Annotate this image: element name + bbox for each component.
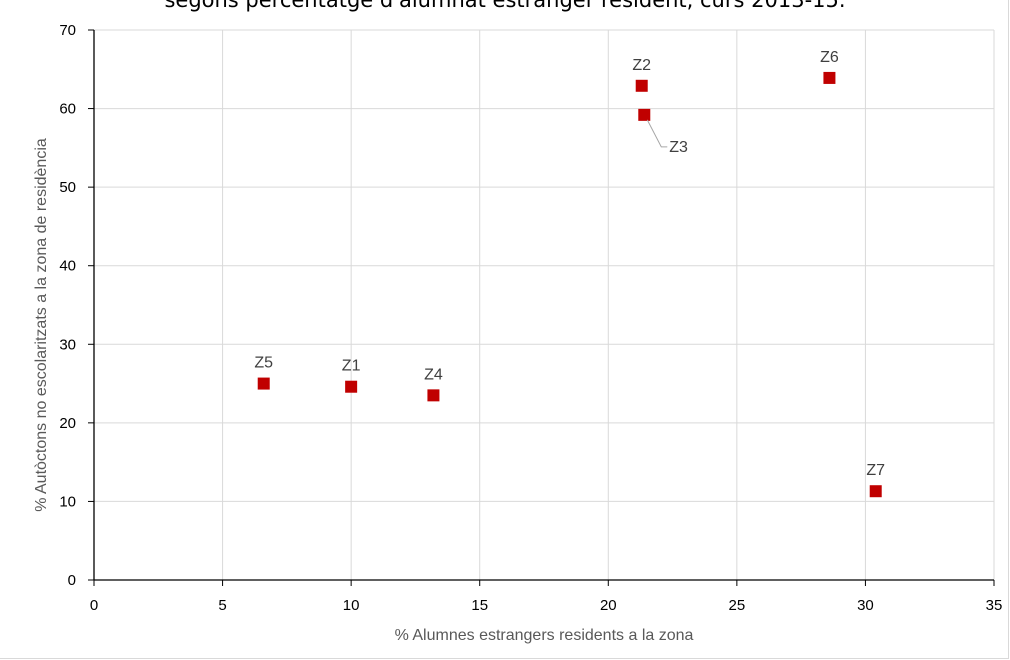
y-tick-label: 50 [59,179,76,196]
y-tick-label: 10 [59,493,76,510]
x-tick-labels: 0 5 10 15 20 25 30 35 [90,597,1003,614]
y-tick-label: 30 [59,336,76,353]
data-labels: Z1 Z2 Z3 Z4 Z5 Z6 Z7 [254,49,885,479]
gridlines [94,29,995,580]
y-axis-title: % Autòctons no escolaritzats a la zona d… [33,138,50,512]
x-tick-label: 0 [90,597,98,614]
x-tick-label: 35 [986,597,1003,614]
data-label-z6: Z6 [820,49,839,66]
y-tick-label: 60 [59,101,76,118]
data-label-z2: Z2 [632,57,651,74]
x-tick-label: 25 [729,597,746,614]
data-points [257,71,882,498]
y-tick-labels: 0 10 20 30 40 50 60 70 [59,22,76,589]
data-label-z5: Z5 [254,355,273,372]
data-label-z4: Z4 [424,366,443,383]
data-point-z1 [345,380,358,393]
x-tick-label: 30 [857,597,874,614]
y-tick-label: 40 [59,258,76,275]
data-label-z1: Z1 [342,358,361,375]
data-point-z2 [635,79,648,92]
data-point-z6 [823,71,836,84]
axes [88,29,995,586]
data-point-z7 [869,485,882,498]
y-tick-label: 0 [68,572,76,589]
data-point-z5 [257,377,270,390]
x-tick-label: 20 [600,597,617,614]
x-axis-title: % Alumnes estrangers residents a la zona [395,627,694,644]
x-tick-label: 10 [343,597,360,614]
x-tick-label: 15 [471,597,488,614]
data-label-z7: Z7 [866,462,885,479]
data-point-z4 [427,389,440,402]
x-tick-label: 5 [218,597,226,614]
y-tick-label: 70 [59,22,76,39]
y-tick-label: 20 [59,415,76,432]
data-point-z3 [638,108,651,121]
leader-line [646,119,668,148]
data-label-z3: Z3 [669,139,688,156]
chart-title: segons percentatge d'alumnat estranger r… [164,0,846,12]
